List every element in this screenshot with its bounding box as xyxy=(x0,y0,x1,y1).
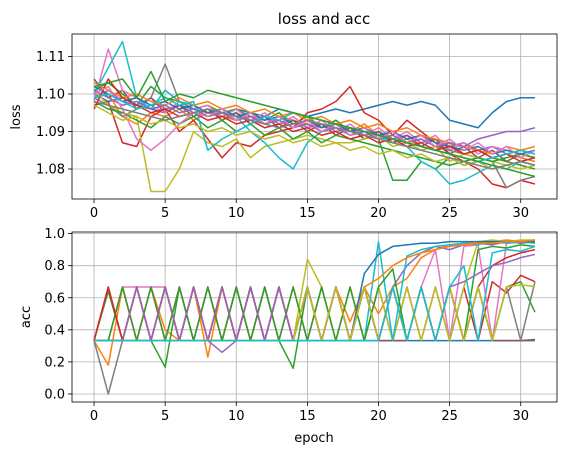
acc-series-line-16 xyxy=(94,245,536,342)
loss-x-tick-label: 20 xyxy=(370,206,387,221)
acc-y-tick-label: 1.0 xyxy=(44,227,65,242)
acc-y-tick-label: 0.2 xyxy=(44,355,65,370)
loss-panel: loss and acc 0 5 10 15 20 25 30 1.08 1.09 1.10 1.1… xyxy=(9,10,558,221)
loss-series-line-13 xyxy=(93,78,536,163)
acc-series-lines xyxy=(93,239,536,395)
loss-x-tick-label: 0 xyxy=(90,206,98,221)
loss-x-tick-label: 30 xyxy=(512,206,529,221)
loss-axis-ticks: 0 5 10 15 20 25 30 1.08 1.09 1.10 1.11 xyxy=(36,50,529,221)
loss-series-line-10 xyxy=(93,85,536,155)
acc-x-tick-label: 5 xyxy=(161,409,169,424)
loss-series-line-12 xyxy=(93,100,536,166)
chart-title: loss and acc xyxy=(278,10,370,28)
acc-x-tick-label: 0 xyxy=(90,409,98,424)
acc-x-tick-label: 15 xyxy=(299,409,316,424)
loss-series-line-17 xyxy=(93,104,536,170)
acc-y-tick-label: 0.0 xyxy=(44,387,65,402)
acc-axis-ticks: 0 5 10 15 20 25 30 0.0 0.2 0.4 0.6 0.8 1.0 xyxy=(44,227,529,424)
loss-y-tick-label: 1.11 xyxy=(36,50,65,65)
loss-y-tick-label: 1.10 xyxy=(36,88,65,103)
loss-x-tick-label: 25 xyxy=(441,206,458,221)
loss-series-lines xyxy=(93,40,536,193)
acc-panel: 0 5 10 15 20 25 30 0.0 0.2 0.4 0.6 0.8 1.0 acc epoch xyxy=(19,227,558,446)
loss-y-tick-label: 1.08 xyxy=(36,163,65,178)
loss-x-tick-label: 10 xyxy=(228,206,245,221)
acc-x-tick-label: 20 xyxy=(370,409,387,424)
loss-series-line-14 xyxy=(93,89,536,148)
loss-y-axis-label: loss xyxy=(9,104,24,129)
loss-series-line-15 xyxy=(93,85,536,159)
loss-y-tick-label: 1.09 xyxy=(36,125,65,140)
loss-series-line-19 xyxy=(93,100,536,170)
loss-x-tick-label: 5 xyxy=(161,206,169,221)
acc-y-tick-label: 0.6 xyxy=(44,291,65,306)
acc-y-tick-label: 0.8 xyxy=(44,259,65,274)
loss-axes-frame xyxy=(71,33,558,200)
acc-x-tick-label: 10 xyxy=(228,409,245,424)
loss-series-line-18 xyxy=(93,70,536,178)
acc-axes-frame xyxy=(71,231,558,403)
loss-x-tick-label: 15 xyxy=(299,206,316,221)
acc-y-axis-label: acc xyxy=(19,306,34,328)
acc-x-tick-label: 30 xyxy=(512,409,529,424)
acc-x-tick-label: 25 xyxy=(441,409,458,424)
acc-y-tick-label: 0.4 xyxy=(44,323,65,338)
acc-x-axis-label: epoch xyxy=(294,431,334,446)
